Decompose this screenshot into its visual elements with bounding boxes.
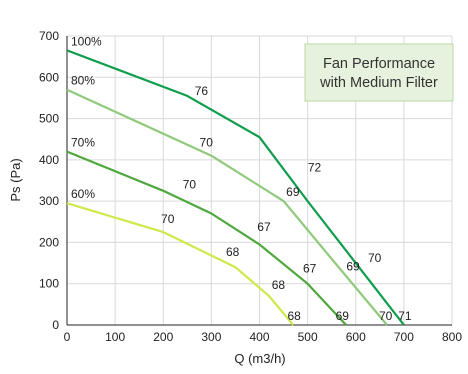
x-tick-label: 500: [298, 330, 318, 344]
x-tick-label: 600: [346, 330, 366, 344]
x-tick-label: 200: [153, 330, 173, 344]
efficiency-point-label: 76: [195, 84, 209, 98]
efficiency-point-label: 68: [272, 278, 286, 292]
y-tick-label: 200: [39, 235, 59, 249]
y-tick-label: 500: [39, 112, 59, 126]
series-line-70pct: [66, 150, 347, 326]
efficiency-point-label: 70: [183, 178, 197, 192]
efficiency-point-label: 70: [161, 212, 175, 226]
series-line-100pct: [66, 49, 405, 326]
efficiency-point-label: 67: [257, 220, 271, 234]
y-tick-label: 0: [52, 318, 59, 332]
efficiency-point-label: 69: [286, 185, 300, 199]
efficiency-point-label: 67: [303, 262, 317, 276]
axes: 0 100 200 300 400 500 600 700 800 0 100 200 300 400 50…: [39, 29, 462, 344]
y-axis-title: Ps (Pa): [8, 158, 23, 201]
efficiency-point-label: 70: [200, 136, 214, 150]
efficiency-point-label: 68: [226, 245, 240, 259]
efficiency-point-label: 72: [308, 160, 322, 174]
efficiency-point-label: 69: [346, 259, 360, 273]
efficiency-point-label: 68: [288, 309, 302, 323]
efficiency-point-label: 71: [398, 309, 412, 323]
labels: 100% 76 72 70 71 80% 70 69 69 70 70% 70 67 67 69 60% 70 6…: [71, 34, 412, 323]
efficiency-point-label: 70: [379, 309, 393, 323]
efficiency-point-label: 69: [336, 309, 350, 323]
series: [66, 49, 405, 326]
chart-title-box: Fan Performance with Medium Filter: [304, 43, 454, 102]
series-line-80pct: [66, 88, 388, 326]
efficiency-point-label: 70: [368, 251, 382, 265]
y-tick-label: 700: [39, 29, 59, 43]
chart-title-line-1: Fan Performance: [323, 56, 435, 72]
x-tick-label: 100: [105, 330, 125, 344]
y-tick-label: 600: [39, 70, 59, 84]
series-name-label: 100%: [71, 34, 102, 48]
x-tick-label: 400: [249, 330, 269, 344]
x-tick-label: 800: [442, 330, 462, 344]
title-box: [304, 43, 454, 102]
x-tick-label: 0: [64, 330, 71, 344]
x-tick-label: 300: [201, 330, 221, 344]
x-tick-label: 700: [394, 330, 414, 344]
y-tick-label: 400: [39, 153, 59, 167]
y-tick-label: 100: [39, 277, 59, 291]
series-name-label: 60%: [71, 187, 95, 201]
y-tick-label: 300: [39, 194, 59, 208]
x-axis-title: Q (m3/h): [234, 351, 285, 366]
chart-title-line-2: with Medium Filter: [319, 75, 438, 91]
series-name-label: 70%: [71, 136, 95, 150]
series-line-60pct: [66, 202, 295, 326]
series-name-label: 80%: [71, 74, 95, 88]
